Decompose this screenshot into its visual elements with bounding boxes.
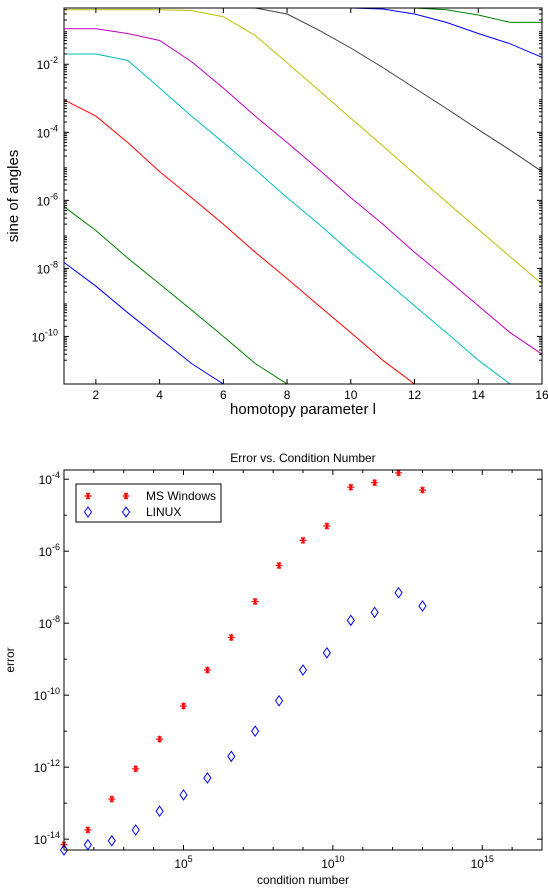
linux-point <box>370 606 379 619</box>
error-ticks: 105 1010 1015 10-4 10-6 10-8 10-10 10-12 10-14 <box>34 470 542 871</box>
legend-windows-marker <box>122 492 130 500</box>
y-tick-label: 10-6 <box>39 542 60 559</box>
linux-point <box>107 834 116 847</box>
windows-point <box>323 522 331 530</box>
linux-point <box>203 772 212 784</box>
linux-point <box>274 694 284 707</box>
sine-angle-line-3 <box>63 99 542 385</box>
linux-point <box>131 824 140 836</box>
y-tick-label: 10-14 <box>34 830 60 847</box>
sine-angle-line-8 <box>64 7 543 58</box>
x-tick-label: 1010 <box>321 854 344 871</box>
windows-point <box>275 562 283 570</box>
windows-point <box>203 666 211 674</box>
y-tick-label: 10-8 <box>37 259 58 276</box>
y-tick-label: 10-4 <box>39 470 60 487</box>
sine-angle-line-7 <box>64 7 543 173</box>
error-legend: MS Windows LINUX <box>75 483 222 523</box>
linux-point <box>394 586 403 599</box>
y-tick-label: 10-10 <box>32 327 58 344</box>
x-tick-label: 16 <box>535 388 548 402</box>
y-tick-label: 10-4 <box>37 123 58 140</box>
windows-point <box>156 735 164 743</box>
linux-point <box>346 614 355 627</box>
y-tick-label: 10-10 <box>34 686 60 703</box>
windows-point <box>84 826 92 834</box>
sine-angles-ticks: 2 4 6 8 10 12 14 16 10-2 10-4 10-6 10-8 10-10 <box>32 8 548 402</box>
legend-label: LINUX <box>146 505 181 519</box>
linux-point <box>59 844 69 856</box>
error-y-axis-label: error <box>3 647 17 672</box>
y-tick-label: 10-8 <box>39 614 60 631</box>
x-tick-label: 10 <box>344 388 358 402</box>
error-vs-condition-chart: Error vs. Condition Number 105 1010 101510… <box>3 451 543 887</box>
linux-point <box>179 788 188 801</box>
windows-point <box>227 634 235 642</box>
x-tick-label: 1015 <box>471 854 494 871</box>
linux-point <box>155 805 164 818</box>
legend-linux-marker <box>121 506 131 518</box>
y-tick-label: 10-2 <box>37 55 58 72</box>
x-tick-label: 4 <box>156 388 163 402</box>
sine-angle-line-4 <box>64 53 542 385</box>
sine-angle-line-5 <box>64 28 543 355</box>
linux-point <box>227 750 236 763</box>
x-tick-label: 14 <box>472 388 486 402</box>
windows-point <box>371 479 379 487</box>
linux-point <box>322 646 331 659</box>
x-tick-label: 2 <box>93 388 100 402</box>
sine-angles-axes-frame <box>63 7 543 385</box>
sine-angle-line-6 <box>64 9 543 285</box>
windows-point <box>251 598 259 606</box>
legend-label: MS Windows <box>146 489 216 503</box>
error-chart-title: Error vs. Condition Number <box>230 451 375 465</box>
y-tick-label: 10-6 <box>37 191 58 208</box>
windows-point <box>180 702 187 710</box>
legend-windows-marker <box>84 492 92 500</box>
error-x-axis-label: condition number <box>257 873 349 887</box>
sine-angles-x-axis-label: homotopy parameter l <box>230 401 376 418</box>
sine-angle-line-2 <box>63 206 542 385</box>
sine-angles-y-axis-label: sine of angles <box>5 150 22 243</box>
sine-angle-line-1 <box>63 261 542 385</box>
windows-point <box>299 536 307 544</box>
linux-point <box>418 600 427 612</box>
x-tick-label: 8 <box>284 388 291 402</box>
error-series-group <box>59 469 427 856</box>
x-tick-label: 6 <box>220 388 227 402</box>
legend-linux-marker <box>83 506 93 518</box>
legend-box <box>75 483 222 523</box>
windows-point <box>132 765 140 773</box>
windows-point <box>108 795 116 803</box>
windows-point <box>395 469 403 477</box>
linux-point <box>251 725 260 738</box>
sine-angles-chart: 2 4 6 8 10 12 14 16 10-2 10-4 10-6 10-8 10-10 homoto… <box>5 7 548 418</box>
x-tick-label: 12 <box>408 388 422 402</box>
x-tick-label: 105 <box>174 854 192 871</box>
linux-point <box>298 664 308 676</box>
error-axes-frame <box>63 469 543 851</box>
y-tick-label: 10-12 <box>34 758 60 775</box>
sine-angles-series-group <box>63 7 543 385</box>
linux-point <box>83 838 92 851</box>
windows-point <box>419 486 426 494</box>
windows-point <box>347 483 355 491</box>
